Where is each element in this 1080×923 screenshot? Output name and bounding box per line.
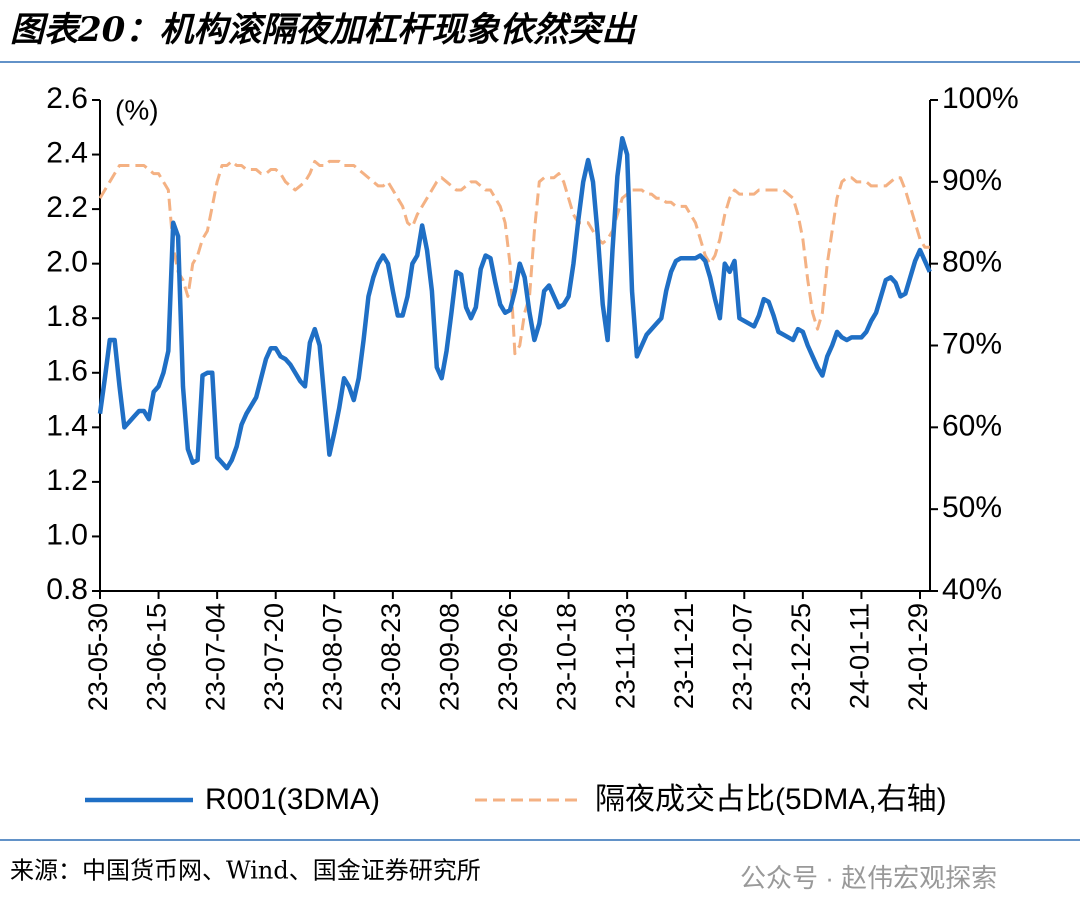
series-line — [97, 135, 932, 471]
x-tick-label: 23-08-07 — [317, 603, 347, 711]
y2-tick-label: 90% — [942, 164, 1002, 197]
x-tick-label: 23-08-23 — [376, 603, 406, 711]
y2-tick-label: 40% — [942, 573, 1002, 606]
x-tick-label: 23-10-18 — [552, 603, 582, 711]
y2-tick-label: 70% — [942, 327, 1002, 360]
y-tick-label: 2.2 — [46, 191, 88, 224]
legend-label: R001(3DMA) — [205, 783, 380, 816]
y-tick-label: 1.6 — [46, 355, 88, 388]
chart-title: 图表20：机构滚隔夜加杠杆现象依然突出 — [10, 10, 638, 50]
watermark: 公众号 · 赵伟宏观探索 — [740, 863, 997, 893]
y-tick-label: 1.0 — [46, 518, 88, 551]
y-tick-label: 1.2 — [46, 464, 88, 497]
x-tick-label: 23-12-07 — [727, 603, 757, 711]
y2-tick-label: 50% — [942, 491, 1002, 524]
x-tick-label: 23-09-26 — [493, 603, 523, 711]
unit-annotation: (%) — [115, 94, 159, 125]
x-tick-label: 23-06-15 — [142, 603, 172, 711]
y-tick-label: 2.6 — [46, 82, 88, 115]
source: 来源：中国货币网、Wind、国金证券研究所 — [10, 857, 481, 885]
y2-tick-label: 60% — [942, 409, 1002, 442]
legend-label: 隔夜成交占比(5DMA,右轴) — [595, 783, 947, 816]
y-tick-label: 1.8 — [46, 300, 88, 333]
x-tick-label: 23-12-25 — [786, 603, 816, 711]
y-tick-label: 1.4 — [46, 409, 88, 442]
y2-tick-label: 80% — [942, 246, 1002, 279]
y-tick-label: 2.0 — [46, 246, 88, 279]
series-line — [98, 159, 930, 356]
x-tick-label: 23-09-08 — [435, 603, 465, 711]
x-tick-label: 23-07-04 — [200, 603, 230, 711]
x-tick-label: 23-11-21 — [669, 603, 699, 709]
x-tick-label: 23-11-03 — [610, 603, 640, 709]
y-tick-label: 2.4 — [46, 136, 88, 169]
x-tick-label: 24-01-11 — [845, 603, 875, 709]
x-tick-label: 23-05-30 — [83, 603, 113, 711]
y-tick-label: 0.8 — [46, 573, 88, 606]
y2-tick-label: 100% — [942, 82, 1019, 115]
x-tick-label: 24-01-29 — [903, 603, 933, 711]
x-tick-label: 23-07-20 — [259, 603, 289, 711]
